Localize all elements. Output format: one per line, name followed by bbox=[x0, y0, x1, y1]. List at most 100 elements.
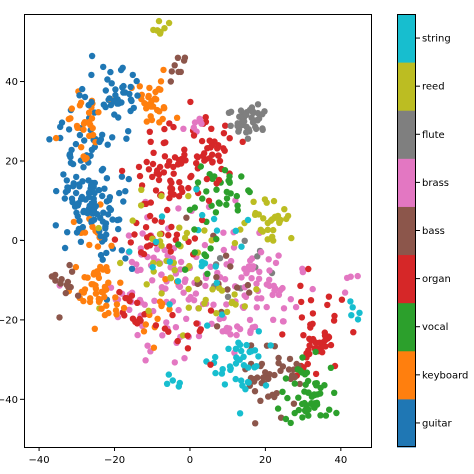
data-point-bass bbox=[262, 369, 269, 376]
data-point-guitar bbox=[103, 175, 111, 182]
data-point-brass bbox=[354, 272, 361, 280]
data-point-guitar bbox=[79, 85, 86, 93]
data-point-string bbox=[240, 353, 247, 360]
data-point-brass bbox=[233, 331, 240, 339]
colorbar-label-flute: flute bbox=[422, 130, 445, 141]
colorbar-frame bbox=[397, 14, 416, 447]
data-point-brass bbox=[275, 252, 282, 259]
data-point-reed bbox=[176, 224, 183, 231]
data-point-keyboard bbox=[89, 124, 96, 132]
data-point-organ bbox=[134, 299, 141, 306]
data-point-organ bbox=[316, 339, 323, 346]
data-point-guitar bbox=[128, 97, 135, 105]
data-point-organ bbox=[146, 128, 153, 135]
data-point-organ bbox=[324, 301, 331, 309]
data-point-string bbox=[347, 298, 354, 305]
data-point-brass bbox=[223, 301, 230, 308]
data-point-brass bbox=[266, 267, 273, 274]
data-point-keyboard bbox=[120, 304, 128, 312]
data-point-guitar bbox=[101, 185, 108, 192]
data-point-brass bbox=[210, 301, 217, 308]
data-point-organ bbox=[146, 242, 154, 249]
data-point-organ bbox=[158, 218, 165, 225]
data-point-guitar bbox=[115, 225, 122, 233]
data-point-organ bbox=[300, 332, 307, 339]
data-point-guitar bbox=[107, 68, 114, 76]
data-point-reed bbox=[167, 274, 174, 281]
data-point-vocal bbox=[321, 382, 328, 389]
data-point-organ bbox=[121, 312, 128, 319]
data-point-keyboard bbox=[86, 132, 93, 140]
data-point-organ bbox=[182, 157, 189, 164]
data-point-brass bbox=[177, 258, 185, 266]
data-point-organ bbox=[167, 177, 174, 184]
data-point-keyboard bbox=[136, 83, 143, 90]
data-point-brass bbox=[191, 119, 199, 126]
data-point-organ bbox=[198, 137, 206, 145]
data-point-organ bbox=[160, 169, 168, 176]
data-point-bass bbox=[277, 414, 285, 421]
data-point-vocal bbox=[207, 245, 214, 252]
data-point-brass bbox=[266, 276, 273, 283]
data-point-guitar bbox=[85, 101, 92, 109]
data-point-reed bbox=[270, 197, 278, 205]
data-point-keyboard bbox=[147, 113, 154, 120]
data-point-brass bbox=[163, 319, 170, 326]
data-point-guitar bbox=[75, 225, 83, 233]
data-point-bass bbox=[286, 355, 294, 363]
data-point-vocal bbox=[191, 226, 198, 233]
x-tick-label: 20 bbox=[259, 455, 272, 466]
data-point-brass bbox=[175, 306, 182, 314]
data-point-brass bbox=[134, 331, 141, 339]
data-point-brass bbox=[236, 325, 244, 333]
data-point-keyboard bbox=[95, 274, 103, 282]
data-point-bass bbox=[57, 280, 64, 287]
data-point-string bbox=[199, 211, 206, 219]
colorbar-swatch-guitar bbox=[397, 398, 416, 448]
data-point-reed bbox=[145, 307, 152, 314]
data-point-guitar bbox=[88, 71, 95, 79]
data-point-vocal bbox=[215, 199, 222, 206]
data-point-keyboard bbox=[91, 269, 98, 276]
data-point-string bbox=[175, 383, 182, 390]
data-point-organ bbox=[116, 288, 123, 296]
data-point-vocal bbox=[299, 414, 306, 421]
colorbar-swatch-brass bbox=[397, 158, 416, 207]
data-point-reed bbox=[181, 234, 189, 242]
data-point-reed bbox=[143, 281, 150, 288]
data-point-organ bbox=[202, 114, 209, 121]
data-point-organ bbox=[181, 146, 188, 153]
data-point-bass bbox=[62, 289, 69, 297]
data-point-guitar bbox=[73, 173, 80, 181]
data-point-vocal bbox=[279, 388, 286, 395]
x-tick-label: −20 bbox=[104, 455, 125, 466]
data-point-guitar bbox=[120, 89, 127, 96]
data-point-guitar bbox=[67, 153, 74, 161]
data-point-organ bbox=[207, 361, 214, 368]
data-point-bass bbox=[265, 375, 272, 383]
data-point-guitar bbox=[76, 131, 84, 139]
data-point-organ bbox=[164, 206, 171, 214]
data-point-string bbox=[267, 342, 274, 349]
data-point-brass bbox=[253, 280, 260, 287]
data-point-organ bbox=[144, 234, 151, 241]
data-point-organ bbox=[185, 184, 192, 192]
data-point-keyboard bbox=[113, 311, 120, 318]
data-point-string bbox=[232, 345, 240, 352]
data-point-string bbox=[174, 278, 182, 285]
data-point-guitar bbox=[129, 71, 136, 79]
data-point-guitar bbox=[63, 177, 70, 184]
data-point-keyboard bbox=[103, 302, 110, 309]
y-tick-label: 40 bbox=[5, 77, 18, 88]
data-point-guitar bbox=[91, 189, 98, 197]
data-point-string bbox=[218, 370, 226, 377]
colorbar-swatch-keyboard bbox=[397, 350, 416, 400]
y-tick-label: −40 bbox=[0, 395, 18, 406]
colorbar-swatch-string bbox=[397, 14, 416, 63]
data-point-brass bbox=[181, 278, 188, 285]
data-point-string bbox=[227, 366, 234, 374]
data-point-guitar bbox=[65, 126, 73, 133]
data-point-organ bbox=[184, 345, 192, 352]
data-point-keyboard bbox=[142, 321, 149, 328]
data-point-bass bbox=[293, 360, 300, 368]
